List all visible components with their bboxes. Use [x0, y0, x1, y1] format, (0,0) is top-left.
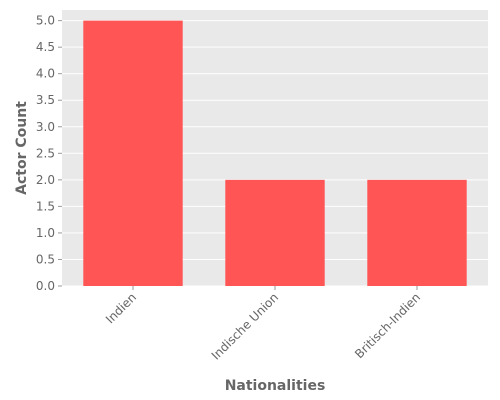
bar — [367, 179, 467, 286]
y-tick-label: 0.0 — [36, 279, 55, 293]
y-tick-label: 2.0 — [36, 173, 55, 187]
bars — [83, 20, 467, 286]
y-tick-label: 4.5 — [36, 40, 55, 54]
y-tick-label: 3.0 — [36, 120, 55, 134]
y-tick-label: 1.0 — [36, 226, 55, 240]
y-axis-ticks: 0.0 0.5 1.0 1.5 2.0 2.5 3.0 3.5 4.0 4.5 5.0 — [36, 14, 62, 293]
bar — [225, 179, 325, 286]
x-tick-label: Indische Union — [209, 290, 281, 362]
y-tick-label: 0.5 — [36, 252, 55, 266]
x-tick-label: Indien — [103, 290, 139, 326]
x-tick-label: Britisch-Indien — [352, 290, 423, 361]
y-tick-label: 3.5 — [36, 93, 55, 107]
y-tick-label: 2.5 — [36, 146, 55, 160]
y-axis-label: Actor Count — [14, 101, 30, 195]
y-tick-label: 4.0 — [36, 67, 55, 81]
y-tick-label: 5.0 — [36, 14, 55, 28]
x-axis-label: Nationalities — [225, 378, 326, 394]
bar — [83, 20, 183, 286]
y-tick-label: 1.5 — [36, 199, 55, 213]
x-axis-ticks: Indien Indische Union Britisch-Indien — [103, 286, 423, 363]
